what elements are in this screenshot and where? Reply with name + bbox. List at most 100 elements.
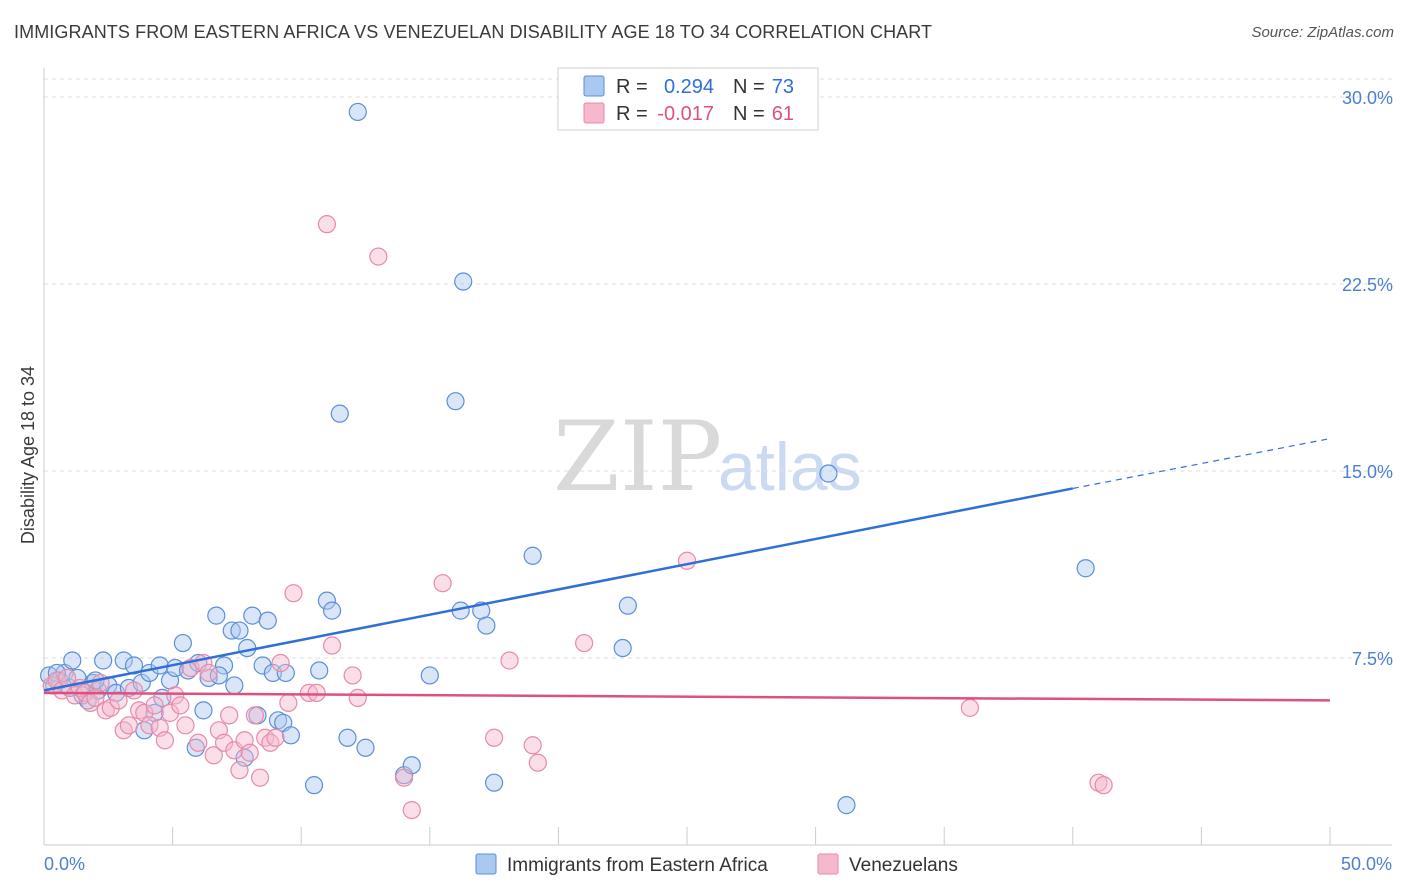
point-venezuelans bbox=[250, 768, 270, 787]
bottom-legend-swatch-pink bbox=[817, 853, 839, 875]
point-eastern-africa bbox=[214, 656, 234, 675]
point-eastern-africa bbox=[114, 651, 133, 670]
point-eastern-africa bbox=[446, 392, 465, 411]
point-eastern-africa bbox=[281, 726, 301, 745]
bottom-legend-label-blue: Immigrants from Eastern Africa bbox=[507, 855, 768, 876]
point-venezuelans bbox=[523, 736, 542, 755]
point-eastern-africa bbox=[238, 638, 257, 658]
point-eastern-africa bbox=[837, 796, 856, 815]
y-axis-title: Disability Age 18 to 34 bbox=[18, 366, 38, 544]
point-eastern-africa bbox=[523, 546, 542, 565]
legend-n-label-pink: N = bbox=[733, 103, 765, 125]
point-eastern-africa bbox=[186, 738, 205, 757]
point-venezuelans bbox=[124, 681, 144, 700]
point-eastern-africa bbox=[618, 596, 637, 615]
point-venezuelans bbox=[433, 574, 452, 593]
watermark-zip: ZIP bbox=[553, 401, 722, 513]
trend-layer bbox=[43, 437, 1331, 702]
point-eastern-africa bbox=[330, 404, 349, 423]
legend-r-value-blue: 0.294 bbox=[664, 76, 714, 98]
point-venezuelans bbox=[271, 653, 290, 673]
point-venezuelans bbox=[485, 728, 504, 747]
point-venezuelans bbox=[119, 716, 138, 735]
point-eastern-africa bbox=[225, 676, 244, 695]
point-venezuelans bbox=[279, 693, 298, 712]
point-venezuelans bbox=[109, 691, 128, 710]
point-venezuelans bbox=[160, 703, 180, 722]
point-venezuelans bbox=[176, 716, 195, 735]
y-tick-label: 15.0% bbox=[1342, 462, 1393, 482]
point-venezuelans bbox=[199, 663, 218, 683]
legend-r-value-pink: -0.017 bbox=[657, 103, 714, 125]
point-eastern-africa bbox=[420, 666, 439, 685]
point-eastern-africa bbox=[94, 651, 113, 670]
point-eastern-africa bbox=[132, 673, 151, 693]
x-tick-label-max: 50.0% bbox=[1341, 854, 1392, 874]
point-venezuelans bbox=[245, 706, 265, 725]
legend-n-value-pink: 61 bbox=[772, 103, 794, 125]
point-eastern-africa bbox=[63, 651, 82, 670]
point-venezuelans bbox=[307, 683, 326, 703]
trend-line-eastern-africa-extension bbox=[1072, 437, 1331, 490]
trend-line-venezuelans bbox=[43, 691, 1331, 702]
point-venezuelans bbox=[317, 215, 337, 234]
bottom-legend: Immigrants from Eastern Africa Venezuela… bbox=[475, 853, 958, 876]
legend-swatch-pink bbox=[583, 102, 605, 124]
legend-swatch-blue bbox=[583, 75, 605, 97]
point-venezuelans bbox=[960, 698, 980, 717]
bottom-legend-label-pink: Venezuelans bbox=[849, 855, 958, 876]
point-eastern-africa bbox=[317, 591, 337, 610]
y-tick-label: 22.5% bbox=[1342, 275, 1393, 295]
x-tick-label-min: 0.0% bbox=[44, 854, 85, 874]
point-venezuelans bbox=[575, 633, 594, 653]
point-eastern-africa bbox=[338, 728, 357, 747]
point-venezuelans bbox=[369, 247, 388, 266]
trend-line-eastern-africa bbox=[43, 487, 1074, 692]
points-layer bbox=[40, 102, 1113, 820]
y-tick-label: 7.5% bbox=[1352, 649, 1393, 669]
point-eastern-africa bbox=[230, 621, 249, 640]
point-venezuelans bbox=[189, 733, 208, 752]
point-venezuelans bbox=[214, 733, 234, 752]
point-venezuelans bbox=[402, 800, 421, 820]
point-eastern-africa bbox=[276, 663, 295, 683]
grid-layer bbox=[44, 78, 1392, 659]
point-eastern-africa bbox=[322, 601, 342, 620]
point-eastern-africa bbox=[477, 616, 496, 635]
point-venezuelans bbox=[166, 686, 185, 705]
point-venezuelans bbox=[114, 721, 133, 740]
chart-title: IMMIGRANTS FROM EASTERN AFRICA VS VENEZU… bbox=[14, 22, 933, 42]
point-venezuelans bbox=[230, 761, 249, 780]
point-eastern-africa bbox=[258, 611, 277, 630]
point-venezuelans bbox=[256, 728, 275, 747]
point-eastern-africa bbox=[819, 464, 838, 483]
point-venezuelans bbox=[528, 753, 547, 772]
axis-layer: 7.5% 15.0% 22.5% 30.0% bbox=[43, 68, 1393, 846]
point-venezuelans bbox=[155, 731, 174, 750]
point-eastern-africa bbox=[253, 656, 272, 675]
watermark-atlas: atlas bbox=[718, 429, 862, 505]
point-venezuelans bbox=[284, 584, 303, 603]
point-eastern-africa bbox=[1076, 559, 1095, 578]
top-legend: R = 0.294 N = 73 R = -0.017 N = 61 bbox=[557, 67, 819, 131]
point-eastern-africa bbox=[207, 606, 226, 625]
legend-n-value-blue: 73 bbox=[772, 76, 794, 98]
point-venezuelans bbox=[677, 551, 697, 570]
legend-r-label-pink: R = bbox=[616, 103, 648, 125]
point-venezuelans bbox=[394, 768, 414, 787]
point-eastern-africa bbox=[194, 701, 213, 720]
point-venezuelans bbox=[343, 666, 362, 685]
point-venezuelans bbox=[240, 743, 259, 762]
point-eastern-africa bbox=[613, 638, 632, 658]
point-venezuelans bbox=[220, 706, 239, 725]
point-venezuelans bbox=[322, 636, 342, 655]
point-venezuelans bbox=[500, 651, 519, 670]
bottom-legend-swatch-blue bbox=[475, 853, 497, 875]
point-venezuelans bbox=[1094, 776, 1113, 795]
point-eastern-africa bbox=[310, 661, 329, 680]
point-eastern-africa bbox=[304, 776, 324, 795]
point-venezuelans bbox=[204, 746, 223, 765]
point-eastern-africa bbox=[222, 621, 241, 640]
point-venezuelans bbox=[261, 733, 280, 752]
